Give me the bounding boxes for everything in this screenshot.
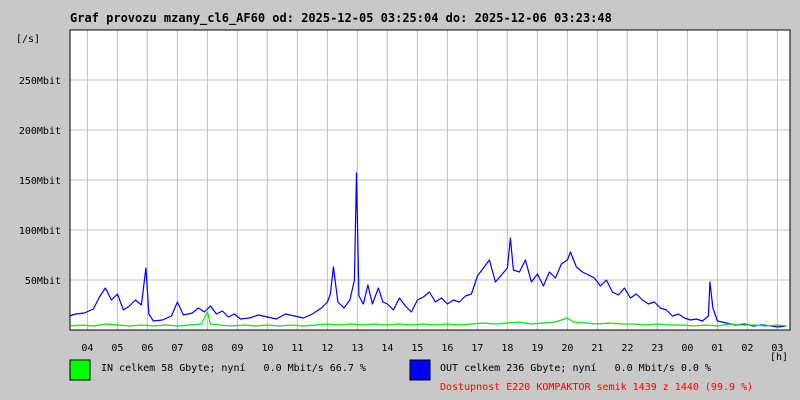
y-tick-label: 150Mbit xyxy=(19,176,61,187)
x-tick-label: 00 xyxy=(681,343,693,354)
y-axis-unit-label: [/s] xyxy=(16,34,40,45)
series-line-in xyxy=(69,311,787,327)
series-layer xyxy=(69,172,787,328)
x-tick-label: 04 xyxy=(81,343,93,354)
x-tick-label: 09 xyxy=(231,343,243,354)
x-tick-label: 23 xyxy=(651,343,663,354)
x-tick-label: 05 xyxy=(111,343,123,354)
x-tick-label: 01 xyxy=(711,343,723,354)
legend-out-swatch xyxy=(409,359,431,381)
legend-out-text: OUT celkem 236 Gbyte; nyní 0.0 Mbit/s 0.… xyxy=(440,362,711,374)
series-line-out xyxy=(69,172,787,328)
legend-in-text: IN celkem 58 Gbyte; nyní 0.0 Mbit/s 66.7… xyxy=(101,362,366,374)
x-tick-label: 22 xyxy=(621,343,633,354)
x-tick-label: 02 xyxy=(741,343,753,354)
y-tick-labels: 50Mbit 100Mbit 150Mbit 200Mbit 250Mbit xyxy=(19,76,61,287)
x-tick-labels: 04 05 06 07 08 09 10 11 12 13 14 15 16 17 18 19 20 21 22 23… xyxy=(81,343,783,354)
y-tick-label: 50Mbit xyxy=(25,276,61,287)
y-tick-label: 200Mbit xyxy=(19,126,61,137)
y-tick-label: 250Mbit xyxy=(19,76,61,87)
x-tick-label: 17 xyxy=(471,343,483,354)
x-tick-label: 14 xyxy=(381,343,393,354)
availability-text: Dostupnost E220 KOMPAKTOR semik 1439 z 1… xyxy=(440,382,753,393)
x-tick-label: 13 xyxy=(351,343,363,354)
x-tick-label: 21 xyxy=(591,343,603,354)
x-tick-label: 18 xyxy=(501,343,513,354)
x-tick-label: 20 xyxy=(561,343,573,354)
x-tick-label: 03 xyxy=(771,343,783,354)
chart-title: Graf provozu mzany_cl6_AF60 od: 2025-12-… xyxy=(70,11,612,26)
x-tick-label: 19 xyxy=(531,343,543,354)
x-tick-label: 16 xyxy=(441,343,453,354)
grid xyxy=(70,30,790,330)
x-tick-label: 06 xyxy=(141,343,153,354)
x-tick-label: 08 xyxy=(201,343,213,354)
x-axis-unit-label: [h] xyxy=(770,352,788,363)
y-tick-label: 100Mbit xyxy=(19,226,61,237)
x-tick-label: 07 xyxy=(171,343,183,354)
x-tick-label: 12 xyxy=(321,343,333,354)
legend-in-swatch xyxy=(69,359,91,381)
x-tick-label: 15 xyxy=(411,343,423,354)
x-tick-label: 11 xyxy=(291,343,303,354)
plot-border xyxy=(69,29,791,331)
x-tick-label: 10 xyxy=(261,343,273,354)
